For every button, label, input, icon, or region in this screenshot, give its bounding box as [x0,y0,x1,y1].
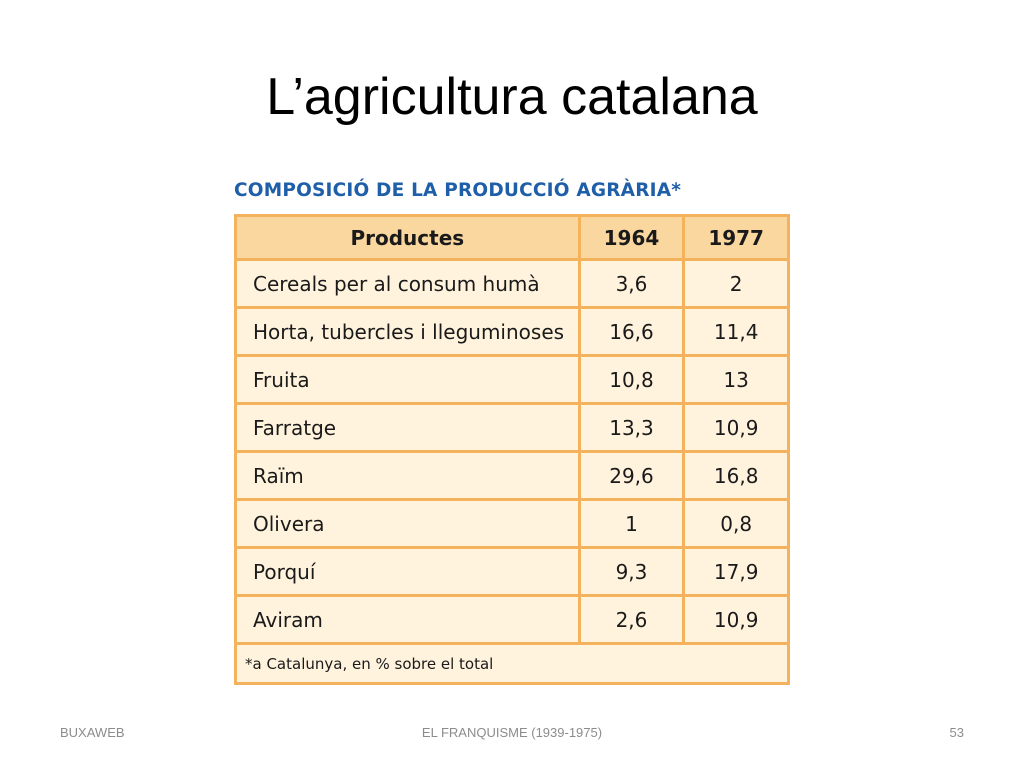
value-1964-cell: 16,6 [577,306,686,357]
product-cell: Raïm [234,450,581,501]
table-row: Aviram 2,6 10,9 [234,594,790,645]
table-row: Raïm 29,6 16,8 [234,450,790,501]
value-1977-cell: 11,4 [682,306,790,357]
product-cell: Porquí [234,546,581,597]
table-header-row: Productes 1964 1977 [234,214,790,261]
value-1964-cell: 9,3 [577,546,686,597]
table-footnote: *a Catalunya, en % sobre el total [234,642,790,685]
value-1977-cell: 10,9 [682,402,790,453]
product-cell: Horta, tubercles i lleguminoses [234,306,581,357]
production-table-block: COMPOSICIÓ DE LA PRODUCCIÓ AGRÀRIA* Prod… [234,176,792,685]
slide-number: 53 [949,725,964,740]
table-row: Cereals per al consum humà 3,6 2 [234,258,790,309]
value-1977-cell: 13 [682,354,790,405]
table-row: Porquí 9,3 17,9 [234,546,790,597]
footer-author: BUXAWEB [60,725,125,740]
value-1977-cell: 16,8 [682,450,790,501]
value-1964-cell: 1 [577,498,686,549]
value-1977-cell: 10,9 [682,594,790,645]
value-1964-cell: 13,3 [577,402,686,453]
table-row: Olivera 1 0,8 [234,498,790,549]
value-1977-cell: 2 [682,258,790,309]
product-cell: Fruita [234,354,581,405]
footer-topic: EL FRANQUISME (1939-1975) [421,725,603,740]
column-header-products: Productes [234,214,581,261]
product-cell: Farratge [234,402,581,453]
column-header-1964: 1964 [577,214,686,261]
product-cell: Aviram [234,594,581,645]
table-row: Farratge 13,3 10,9 [234,402,790,453]
value-1977-cell: 17,9 [682,546,790,597]
table-footnote-row: *a Catalunya, en % sobre el total [234,642,790,685]
product-cell: Cereals per al consum humà [234,258,581,309]
production-table: Productes 1964 1977 Cereals per al consu… [234,214,790,685]
table-heading: COMPOSICIÓ DE LA PRODUCCIÓ AGRÀRIA* [234,180,682,201]
value-1964-cell: 2,6 [577,594,686,645]
value-1977-cell: 0,8 [682,498,790,549]
product-cell: Olivera [234,498,581,549]
value-1964-cell: 29,6 [577,450,686,501]
column-header-1977: 1977 [682,214,790,261]
table-row: Horta, tubercles i lleguminoses 16,6 11,… [234,306,790,357]
table-row: Fruita 10,8 13 [234,354,790,405]
value-1964-cell: 3,6 [577,258,686,309]
slide-title: L’agricultura catalana [266,68,758,126]
value-1964-cell: 10,8 [577,354,686,405]
